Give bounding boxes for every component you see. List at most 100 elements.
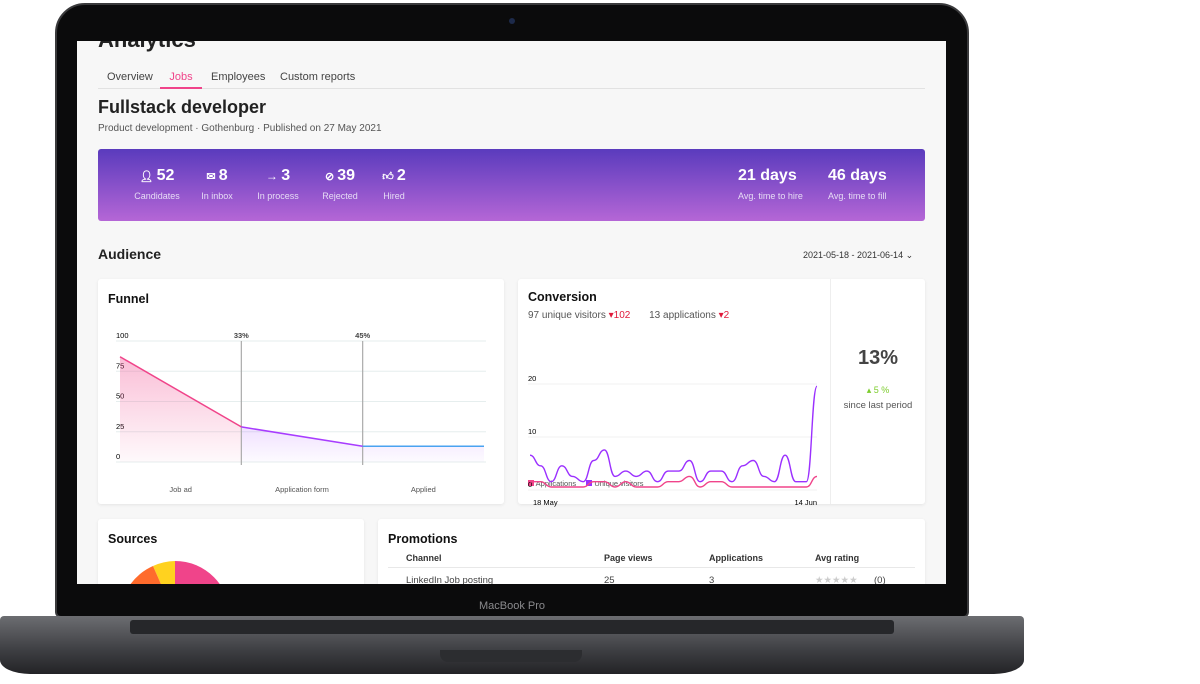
chevron-down-icon: ⌄	[905, 250, 914, 260]
user-icon: 👤︎	[139, 171, 157, 183]
since-label: since last period	[843, 400, 913, 411]
pie-slice	[175, 561, 220, 584]
date-range-value: 2021-05-18 - 2021-06-14	[803, 250, 904, 260]
tabs-divider	[98, 88, 925, 89]
rate-change-value: 5 %	[873, 385, 890, 395]
stat-value: 46 days	[828, 167, 887, 184]
x-tick-label: 14 Jun	[794, 498, 817, 507]
legend-label: Unique visitors	[594, 479, 644, 488]
promotions-card: Promotions Channel Page views Applicatio…	[378, 519, 925, 584]
down-triangle-icon: ▾	[608, 310, 614, 321]
conversion-card: Conversion 97 unique visitors ▾102 13 ap…	[518, 279, 925, 504]
visitors-change: 102	[613, 310, 631, 321]
funnel-title: Funnel	[108, 292, 149, 306]
stat-inbox: ✉ 8 In inbox	[196, 167, 238, 201]
stat-candidates: 👤︎ 52 Candidates	[128, 167, 186, 201]
stat-label: Avg. time to hire	[738, 191, 803, 201]
y-tick-label: 20	[528, 374, 536, 383]
funnel-area	[120, 356, 242, 462]
pie-slice	[130, 566, 161, 584]
cell-applications: 3	[709, 575, 715, 584]
tab-jobs[interactable]: Jobs	[160, 71, 202, 89]
conversion-summary: 97 unique visitors ▾102 13 applications …	[528, 310, 729, 321]
col-page-views: Page views	[604, 553, 653, 563]
funnel-segment	[119, 356, 242, 428]
up-triangle-icon: ▴	[866, 385, 872, 395]
stat-label: Rejected	[322, 191, 358, 201]
stat-value: 3	[281, 167, 291, 184]
col-applications: Applications	[709, 553, 764, 563]
stat-label: In inbox	[201, 191, 233, 201]
sources-card: Sources	[98, 519, 364, 584]
rate-change: ▴ 5 %	[831, 385, 925, 396]
audience-title: Audience	[98, 246, 162, 262]
thumbs-up-icon: 👍︎	[382, 171, 397, 183]
ban-icon: ⊘	[324, 171, 338, 183]
down-triangle-icon: ▾	[718, 310, 724, 321]
conversion-rate: 13%	[857, 347, 899, 369]
conversion-chart: 0 10 20 18 May 14 Jun	[528, 374, 818, 507]
y-tick-label: 100	[116, 331, 129, 340]
stats-banner: 👤︎ 52 Candidates ✉ 8 In inbox → 3 In proces…	[98, 149, 925, 221]
job-title: Fullstack developer	[98, 97, 267, 117]
legend-swatch-applications	[528, 480, 534, 486]
date-range-picker[interactable]: 2021-05-18 - 2021-06-14 ⌄	[803, 250, 913, 261]
stat-rejected: ⊘ 39 Rejected	[316, 167, 364, 201]
x-category-label: Job ad	[169, 485, 192, 494]
job-meta: Product development · Gothenburg · Publi…	[98, 123, 382, 134]
step-rate-label: 33%	[234, 331, 249, 340]
keyboard-edge	[130, 620, 894, 634]
y-tick-label: 0	[528, 480, 532, 489]
page-heading: Analytics	[98, 41, 196, 53]
stat-value: 21 days	[738, 167, 797, 184]
stat-label: In process	[257, 191, 299, 201]
envelope-icon: ✉	[206, 171, 219, 183]
stat-hired: 👍︎ 2 Hired	[378, 167, 410, 201]
camera	[509, 18, 515, 24]
tab-overview[interactable]: Overview	[107, 71, 153, 83]
promotions-title: Promotions	[388, 532, 458, 546]
cell-rating-count: (0)	[874, 575, 886, 584]
visitors-count: 97 unique visitors	[528, 310, 606, 321]
stat-label: Candidates	[134, 191, 180, 201]
legend-label: Applications	[535, 479, 577, 488]
funnel-area	[241, 426, 484, 462]
tab-employees[interactable]: Employees	[211, 71, 266, 83]
stat-value: 2	[396, 167, 406, 184]
device-label: MacBook Pro	[478, 600, 546, 612]
y-tick-label: 10	[528, 427, 536, 436]
step-rate-label: 45%	[355, 331, 370, 340]
sources-title: Sources	[108, 532, 158, 546]
cell-views: 25	[604, 575, 615, 584]
arrow-right-icon: →	[265, 169, 282, 183]
y-tick-label: 0	[116, 452, 120, 461]
col-avg-rating: Avg rating	[815, 553, 860, 563]
sources-pie	[130, 561, 220, 584]
lid-notch	[440, 650, 582, 662]
divider	[830, 279, 831, 504]
stat-value: 39	[337, 167, 356, 184]
series-line-applications	[530, 475, 818, 488]
tab-custom-reports[interactable]: Custom reports	[280, 71, 356, 83]
cell-channel: LinkedIn Job posting	[406, 575, 494, 584]
conversion-title: Conversion	[528, 290, 597, 304]
screen: Analytics Overview Jobs Employees Custom…	[77, 41, 946, 584]
stat-label: Hired	[383, 191, 405, 201]
stat-in-process: → 3 In process	[252, 167, 304, 201]
stat-value: 8	[218, 167, 228, 184]
stat-value: 52	[156, 167, 175, 184]
x-category-label: Application form	[275, 485, 329, 494]
funnel-segment	[241, 426, 363, 448]
stat-time-to-hire: 21 days Avg. time to hire	[738, 167, 804, 201]
applications-count: 13 applications	[649, 310, 716, 321]
x-category-label: Applied	[411, 485, 436, 494]
divider	[388, 567, 915, 568]
pie-slice	[153, 561, 175, 584]
series-line-unique-visitors	[529, 385, 818, 483]
applications-change: 2	[723, 310, 730, 321]
stat-time-to-fill: 46 days Avg. time to fill	[828, 167, 898, 201]
col-channel: Channel	[406, 553, 442, 563]
star-rating-icon: ★★★★★	[815, 575, 858, 584]
x-tick-label: 18 May	[533, 498, 558, 507]
